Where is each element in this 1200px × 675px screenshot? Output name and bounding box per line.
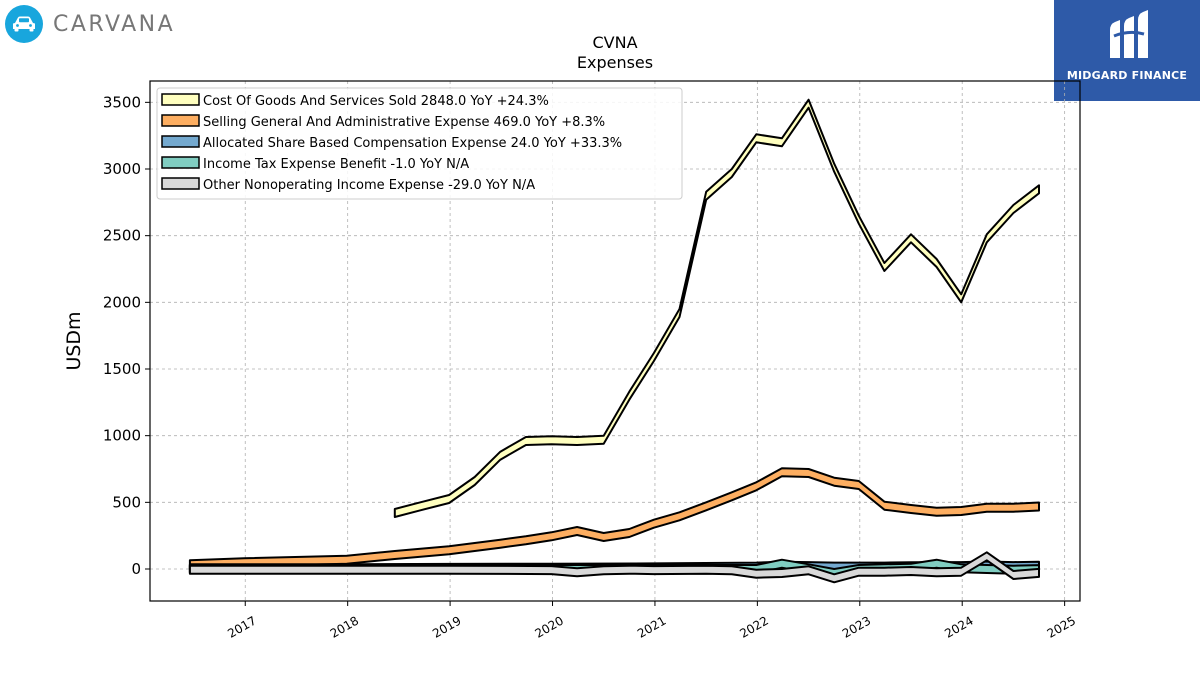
x-tick-label: 2025 <box>1045 613 1078 640</box>
plot-frame <box>149 80 1081 602</box>
y-tick-label: 0 <box>131 560 141 578</box>
midgard-finance-logo: MIDGARD FINANCE <box>1054 0 1200 101</box>
y-tick-label: 3000 <box>103 160 141 178</box>
y-tick-label: 2500 <box>103 227 141 245</box>
midgard-monogram-icon <box>1110 10 1148 58</box>
midgard-wordmark: MIDGARD FINANCE <box>1066 69 1188 82</box>
series-band-1 <box>393 98 1040 518</box>
chart-title: CVNA <box>592 33 637 52</box>
x-tick-label: 2023 <box>840 613 873 640</box>
x-tick-label: 2020 <box>533 613 566 640</box>
x-tick-label: 2022 <box>737 613 770 640</box>
y-tick-label: 3500 <box>103 93 141 111</box>
legend-swatch <box>161 156 200 169</box>
series-band-2 <box>188 467 1040 570</box>
legend-label: Other Nonoperating Income Expense -29.0 … <box>203 178 535 193</box>
legend-box <box>156 87 683 200</box>
y-tick-label: 1000 <box>103 427 141 445</box>
carvana-wordmark: CARVANA <box>53 11 176 37</box>
y-axis-label: USDm <box>63 311 85 370</box>
legend-label: Cost Of Goods And Services Sold 2848.0 Y… <box>203 94 549 109</box>
legend-swatch <box>161 177 200 190</box>
legend-swatch <box>161 93 200 106</box>
y-tick-label: 500 <box>112 493 141 511</box>
legend-swatch <box>161 135 200 148</box>
legend-label: Allocated Share Based Compensation Expen… <box>203 136 622 151</box>
y-tick-label: 1500 <box>103 360 141 378</box>
x-tick-label: 2021 <box>635 613 668 640</box>
legend-label: Selling General And Administrative Expen… <box>203 115 605 130</box>
x-tick-label: 2017 <box>225 613 258 640</box>
chart-subtitle: Expenses <box>577 53 653 72</box>
legend-swatch <box>161 114 200 127</box>
y-tick-label: 2000 <box>103 293 141 311</box>
legend-label: Income Tax Expense Benefit -1.0 YoY N/A <box>203 157 469 172</box>
car-icon <box>5 5 43 43</box>
x-tick-label: 2018 <box>328 613 361 640</box>
series-band-5 <box>188 551 1040 584</box>
x-tick-label: 2019 <box>430 613 463 640</box>
x-tick-label: 2024 <box>942 613 975 640</box>
legend: Cost Of Goods And Services Sold 2848.0 Y… <box>156 87 683 200</box>
series-layer <box>188 98 1040 584</box>
carvana-logo: CARVANA <box>5 4 175 44</box>
